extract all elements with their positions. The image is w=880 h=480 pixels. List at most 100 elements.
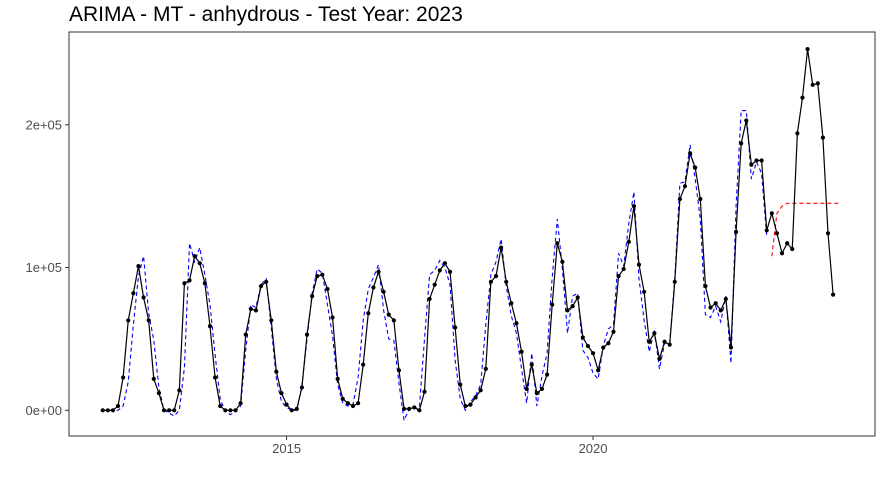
observed-point [739,141,744,146]
observed-point [570,303,575,309]
observed-point [672,279,677,284]
observed-point [652,331,657,336]
observed-point [708,305,713,310]
observed-point [596,368,601,373]
observed-point [325,286,330,292]
observed-point [161,408,167,413]
observed-point [110,408,116,413]
observed-point [299,385,305,390]
observed-point [274,369,279,374]
observed-point [713,301,718,306]
forecast-line [771,202,839,257]
observed-point [202,281,207,286]
observed-point [376,269,381,274]
observed-point [590,351,596,356]
observed-point [795,131,800,136]
observed-point [115,403,121,409]
y-tick-label: 2e+05 [25,117,62,132]
x-tick-label: 2015 [272,441,301,456]
observed-point [677,196,682,202]
observed-point [100,408,105,413]
observed-point [345,401,350,406]
observed-point [192,254,197,259]
observed-point [136,264,141,269]
observed-point [759,158,764,163]
observed-point [733,229,739,234]
observed-point [417,408,422,413]
observed-point [626,239,631,244]
observed-point [534,391,539,396]
observed-point [779,251,785,256]
observed-point [340,396,345,401]
observed-point [447,269,453,274]
observed-point [381,289,386,294]
observed-point [473,395,478,400]
observed-point [657,356,662,362]
observed-point [151,376,156,381]
observed-point [432,282,437,287]
observed-point [146,318,151,323]
observed-point [688,151,693,156]
observed-point [391,318,396,323]
observed-point [335,376,340,381]
observed-point [126,318,131,323]
observed-point [407,406,412,411]
observed-point [279,391,284,396]
observed-point [636,262,642,267]
observed-point [647,339,652,344]
observed-point [483,366,488,371]
observed-point [800,95,805,100]
observed-point [769,211,774,216]
observed-point [294,406,299,411]
observed-point [243,332,248,337]
plot-panel [68,31,876,437]
observed-point [529,362,534,367]
observed-point [580,335,585,340]
observed-point [544,372,550,377]
observed-point [223,408,228,413]
observed-point [693,165,698,170]
observed-point [238,401,243,406]
observed-point [218,403,223,409]
observed-point [468,402,473,407]
observed-point [703,284,708,289]
observed-point [718,308,723,313]
observed-point [754,158,759,163]
observed-point [386,312,391,317]
observed-point [361,362,366,367]
observed-point [682,184,688,189]
observed-point [289,408,294,413]
observed-point [233,408,238,413]
observed-point [453,325,458,330]
observed-point [631,204,637,209]
observed-point [427,296,432,302]
observed-point [253,308,259,313]
observed-point [601,345,606,350]
observed-point [764,228,769,233]
observed-point [437,268,442,273]
observed-point [412,405,417,410]
observed-point [723,296,728,302]
observed-point [187,278,192,283]
observed-point [320,272,325,277]
observed-point [493,274,499,279]
observed-point [514,321,519,326]
observed-point [366,311,371,316]
observed-point [805,47,810,52]
observed-point [310,294,315,299]
observed-point [156,391,161,396]
observed-point [550,302,555,307]
observed-point [478,388,483,393]
axes: 0e+00 1e+05 2e+05 2015 2020 [25,117,607,456]
observed-point [565,308,570,313]
observed-point [207,323,213,329]
observed-point [606,341,611,346]
observed-point [790,246,795,252]
observed-point [815,81,820,86]
observed-point [371,285,376,290]
series-layer [100,47,839,423]
observed-point [105,408,110,413]
observed-point [662,339,667,344]
observed-point [422,389,427,394]
